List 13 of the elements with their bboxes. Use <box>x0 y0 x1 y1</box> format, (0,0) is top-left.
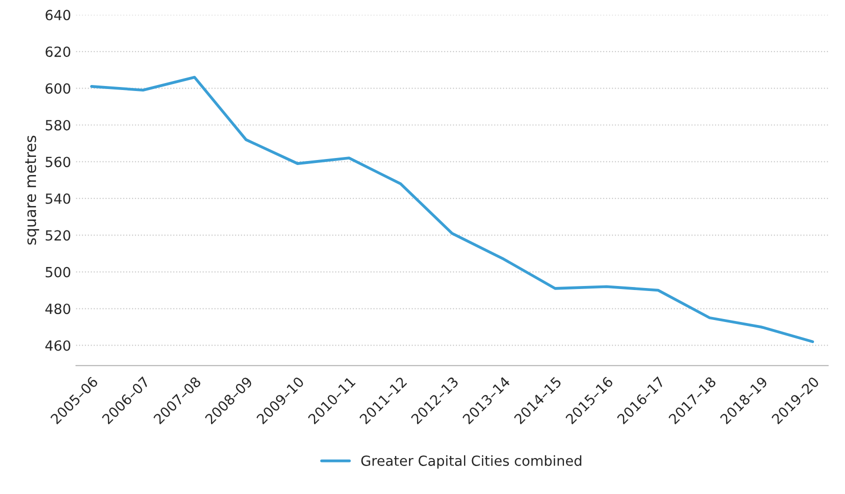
y-tick-label: 480 <box>45 304 70 314</box>
line-series <box>90 76 814 344</box>
y-tick-label: 500 <box>46 266 70 278</box>
y-axis-title: square metres <box>25 136 40 245</box>
y-tick-label: 520 <box>46 230 70 241</box>
y-tick-label: 560 <box>46 156 70 168</box>
legend-label: Greater Capital Cities combined <box>361 455 582 469</box>
y-tick-label: 640 <box>46 10 70 20</box>
y-tick-label: 540 <box>46 193 70 204</box>
y-tick-label: 460 <box>45 340 70 351</box>
y-tick-label: 600 <box>46 83 70 94</box>
y-tick-label: 580 <box>46 120 70 130</box>
y-tick-label: 620 <box>46 46 70 58</box>
